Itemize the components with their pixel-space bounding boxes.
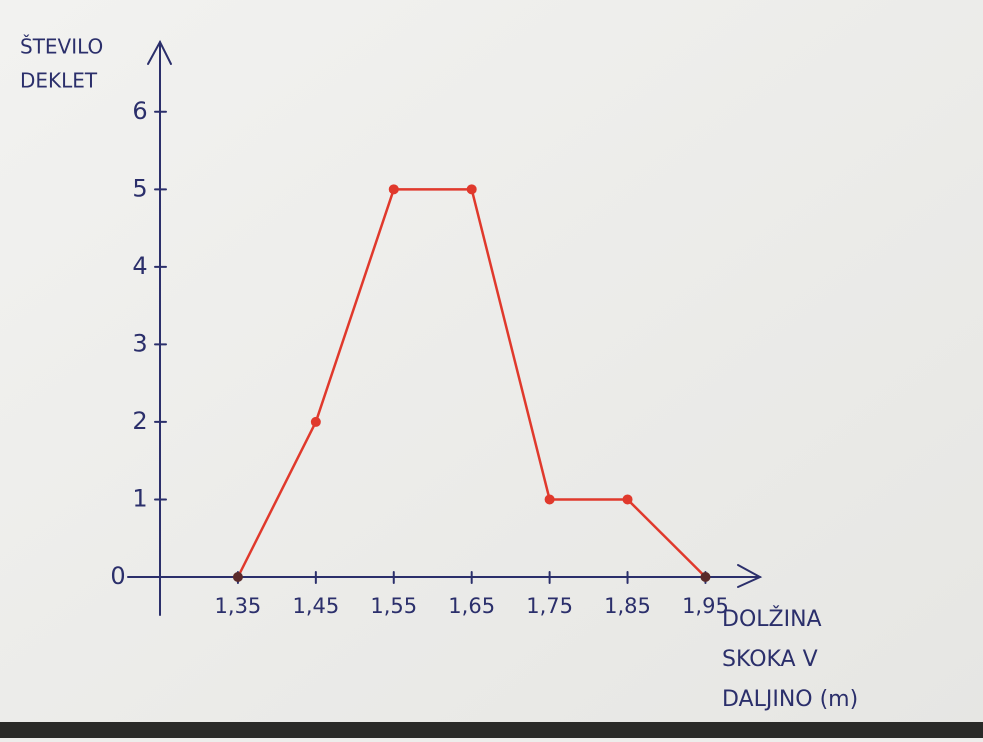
x-axis-title: DOLŽINA: [722, 606, 822, 632]
x-axis-title: SKOKA V: [722, 647, 818, 672]
x-tick-label: 1,65: [448, 594, 495, 618]
x-tick-label: 1,85: [604, 594, 651, 618]
x-tick-label: 1,45: [292, 594, 339, 618]
y-tick-label: 3: [132, 329, 147, 357]
data-point: [311, 417, 321, 427]
x-axis-title: DALJINO (m): [722, 687, 858, 712]
data-point: [700, 572, 710, 582]
y-axis-title: DEKLET: [20, 69, 98, 93]
data-point: [545, 494, 555, 504]
y-axis-title: ŠTEVILO: [20, 35, 103, 59]
y-tick-label: 6: [132, 97, 147, 125]
y-tick-label: 2: [132, 407, 147, 435]
y-tick-label: 4: [132, 252, 147, 280]
data-point: [389, 184, 399, 194]
x-tick-label: 1,75: [526, 594, 573, 618]
x-tick-label: 1,55: [370, 594, 417, 618]
data-point: [623, 494, 633, 504]
chart: 01234561,351,451,551,651,751,851,95ŠTEVI…: [0, 0, 983, 738]
x-tick-label: 1,35: [215, 594, 262, 618]
data-point: [467, 184, 477, 194]
data-point: [233, 572, 243, 582]
y-tick-label: 0: [110, 562, 125, 590]
y-tick-label: 1: [132, 484, 147, 512]
y-tick-label: 5: [132, 174, 147, 202]
table-edge: [0, 722, 983, 738]
